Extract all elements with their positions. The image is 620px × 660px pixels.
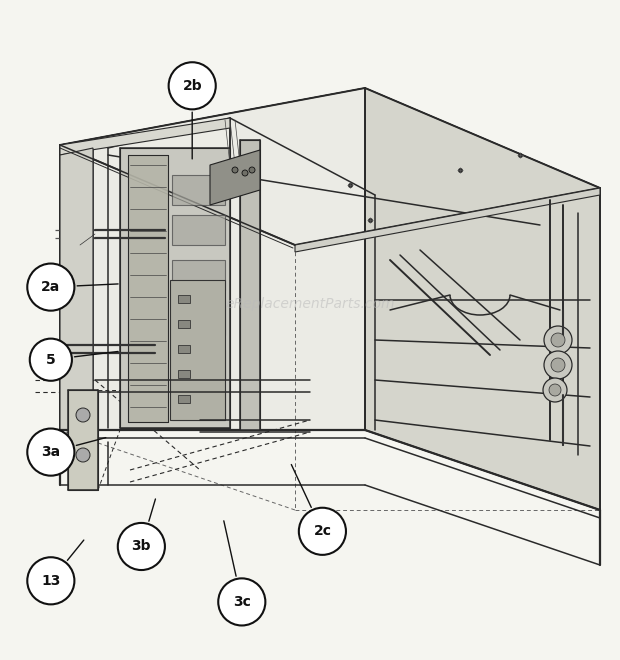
Polygon shape	[172, 260, 225, 290]
Circle shape	[299, 508, 346, 555]
Circle shape	[544, 351, 572, 379]
Text: 3b: 3b	[131, 539, 151, 554]
Text: 3c: 3c	[233, 595, 250, 609]
Text: 2b: 2b	[182, 79, 202, 93]
Circle shape	[544, 326, 572, 354]
Polygon shape	[172, 215, 225, 245]
Circle shape	[30, 339, 72, 381]
Polygon shape	[240, 140, 260, 430]
Circle shape	[76, 408, 90, 422]
Circle shape	[549, 384, 561, 396]
Circle shape	[76, 448, 90, 462]
Text: 2c: 2c	[313, 524, 332, 539]
Polygon shape	[210, 150, 260, 205]
Polygon shape	[365, 88, 600, 510]
Text: 3a: 3a	[42, 445, 60, 459]
Polygon shape	[172, 305, 225, 335]
Circle shape	[27, 428, 74, 476]
Circle shape	[169, 62, 216, 110]
Circle shape	[551, 333, 565, 347]
Circle shape	[118, 523, 165, 570]
Bar	[178, 345, 190, 353]
Circle shape	[218, 578, 265, 626]
Circle shape	[249, 167, 255, 173]
Polygon shape	[60, 118, 230, 155]
Polygon shape	[170, 280, 225, 420]
Circle shape	[232, 167, 238, 173]
Bar	[178, 395, 190, 403]
Circle shape	[242, 170, 248, 176]
Text: 13: 13	[41, 574, 61, 588]
Text: eReplacementParts.com: eReplacementParts.com	[225, 296, 395, 311]
Polygon shape	[60, 88, 365, 430]
Polygon shape	[68, 390, 98, 490]
Polygon shape	[172, 390, 225, 420]
Text: 5: 5	[46, 352, 56, 367]
Polygon shape	[128, 155, 168, 422]
Text: 2a: 2a	[41, 280, 61, 294]
Polygon shape	[295, 188, 600, 252]
Bar	[178, 370, 190, 378]
Circle shape	[543, 378, 567, 402]
Polygon shape	[172, 350, 225, 380]
Circle shape	[27, 557, 74, 605]
Polygon shape	[60, 148, 93, 430]
Bar	[178, 295, 190, 303]
Circle shape	[27, 263, 74, 311]
Polygon shape	[120, 148, 230, 428]
Polygon shape	[172, 175, 225, 205]
Polygon shape	[60, 88, 600, 245]
Circle shape	[551, 358, 565, 372]
Bar	[178, 320, 190, 328]
